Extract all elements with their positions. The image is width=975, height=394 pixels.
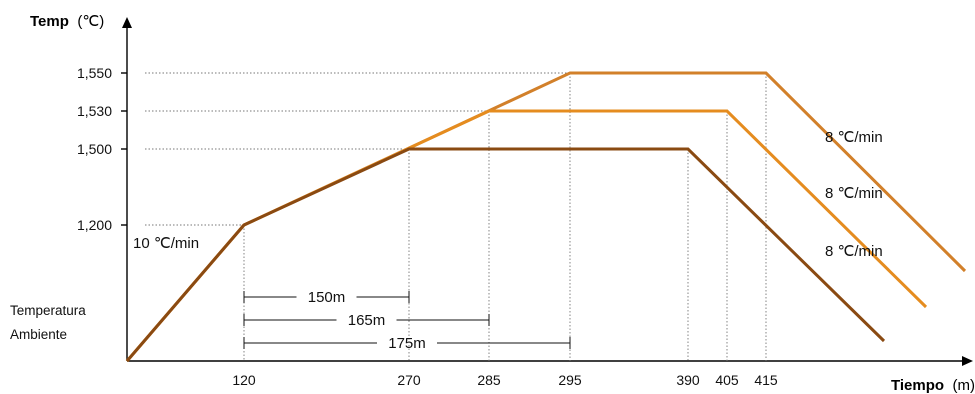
x-tick-label: 405 bbox=[715, 372, 739, 388]
y-tick-label: 1,200 bbox=[77, 217, 112, 233]
y-axis-title: Temp (℃) bbox=[30, 13, 104, 30]
series-line bbox=[125, 147, 886, 362]
duration-label: 175m bbox=[388, 335, 426, 352]
ambient-label-line2: Ambiente bbox=[10, 327, 67, 342]
x-tick-label: 390 bbox=[676, 372, 700, 388]
y-tick-label: 1,500 bbox=[77, 141, 112, 157]
x-axis-arrow bbox=[962, 356, 973, 366]
cooling-rate-label: 8 ℃/min bbox=[825, 243, 883, 260]
duration-label: 150m bbox=[308, 289, 346, 306]
series-line bbox=[125, 71, 967, 362]
y-axis-arrow bbox=[122, 17, 132, 28]
x-tick-label: 415 bbox=[754, 372, 778, 388]
heating-rate-label: 10 ℃/min bbox=[133, 235, 199, 252]
y-tick-label: 1,550 bbox=[77, 65, 112, 81]
x-tick-label: 270 bbox=[397, 372, 421, 388]
ambient-label-line1: Temperatura bbox=[10, 303, 86, 318]
x-axis-title: Tiempo (m) bbox=[891, 377, 975, 394]
cooling-rate-label: 8 ℃/min bbox=[825, 129, 883, 146]
x-tick-label: 285 bbox=[477, 372, 501, 388]
y-tick-label: 1,530 bbox=[77, 103, 112, 119]
x-tick-label: 295 bbox=[558, 372, 582, 388]
x-tick-label: 120 bbox=[232, 372, 256, 388]
cooling-rate-label: 8 ℃/min bbox=[825, 185, 883, 202]
duration-label: 165m bbox=[348, 312, 386, 329]
